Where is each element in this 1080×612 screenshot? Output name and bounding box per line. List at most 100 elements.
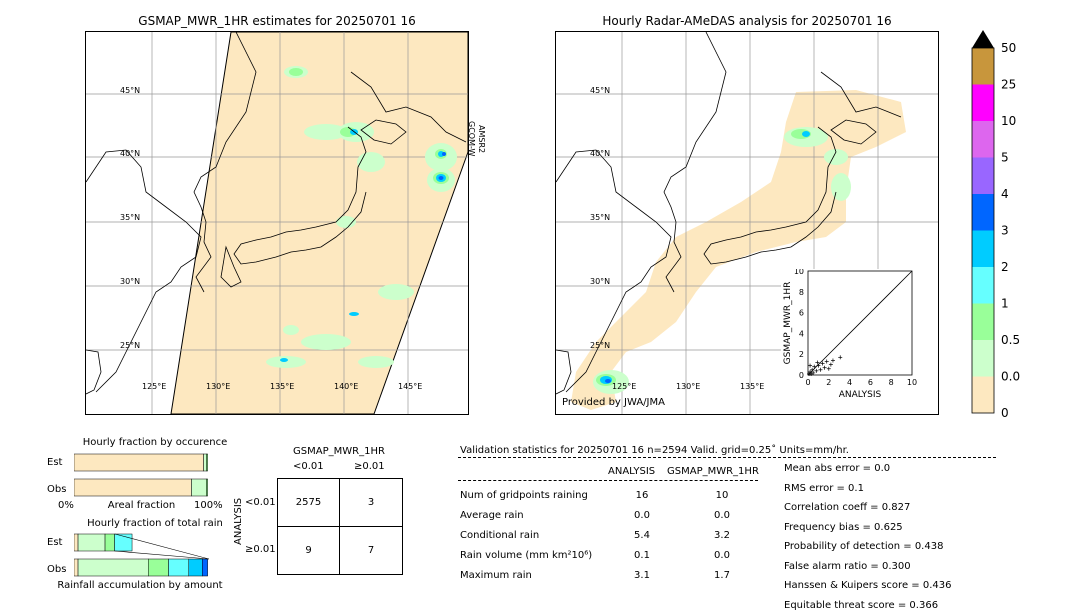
scatter-point xyxy=(812,364,817,369)
scatter-point xyxy=(828,362,833,367)
bar-segment xyxy=(77,558,149,577)
validation-row-gsmap: 0.0 xyxy=(714,550,730,561)
provider-credit: Provided by JWA/JMA xyxy=(562,397,665,408)
left-lon-125: 125°E xyxy=(142,382,167,391)
validation-row-label: Maximum rain xyxy=(460,570,532,581)
bar-segment xyxy=(74,558,79,577)
colorbar-segment xyxy=(972,376,994,413)
colorbar-segment xyxy=(972,84,994,121)
validation-score: Frequency bias = 0.625 xyxy=(784,521,903,533)
bar-segment xyxy=(77,533,106,552)
bar-segment xyxy=(202,558,208,577)
scatter-point xyxy=(808,369,813,374)
scatter-xtick: 6 xyxy=(868,378,873,387)
colorbar-label: 10 xyxy=(1001,114,1016,128)
colorbar-label: 5 xyxy=(1001,151,1009,165)
left-map-canvas xyxy=(86,32,468,414)
colorbar: 50 25 10 5 4 3 2 1 0.5 0.01 0 xyxy=(960,28,1020,418)
scatter-xtick: 8 xyxy=(889,378,894,387)
left-lat-30: 30°N xyxy=(120,277,141,286)
scatter-plot: 00 2 2 4 4 6 6 8 8 10 10 ANALYSIS GSMAP_MWR_1HR xyxy=(783,269,917,400)
scatter-ylabel: GSMAP_MWR_1HR xyxy=(783,282,793,365)
colorbar-segment xyxy=(972,157,994,194)
validation-score: Mean abs error = 0.0 xyxy=(784,463,891,474)
right-lat-45: 45°N xyxy=(590,86,611,95)
validation-score: False alarm ratio = 0.300 xyxy=(784,560,911,572)
rainfall-title: Hourly fraction of total rain xyxy=(87,518,223,529)
colorbar-label: 0.5 xyxy=(1001,333,1020,347)
left-coastlines xyxy=(86,32,467,395)
left-lon-130: 130°E xyxy=(206,382,231,391)
colorbar-segment xyxy=(972,194,994,231)
validation-row-label: Rain volume (mm km²10⁶) xyxy=(460,550,593,561)
scatter-point xyxy=(838,355,843,360)
validation-row-gsmap: 1.7 xyxy=(714,570,730,581)
bar-segment xyxy=(191,478,207,497)
bar-segment xyxy=(148,558,169,577)
colorbar-label: 1 xyxy=(1001,297,1009,311)
left-lat-25: 25°N xyxy=(120,341,141,350)
bar-segment xyxy=(74,453,204,472)
left-lon-140: 140°E xyxy=(334,382,359,391)
colorbar-canvas: 50 25 10 5 4 3 2 1 0.5 0.01 0 xyxy=(971,30,1020,418)
left-rain-intense xyxy=(438,152,446,180)
validation-row-gsmap: 3.2 xyxy=(714,530,730,541)
scatter-point xyxy=(808,363,813,368)
right-lat-40: 40°N xyxy=(590,149,611,158)
scatter-point xyxy=(814,368,819,373)
right-lat-30: 30°N xyxy=(590,277,611,286)
scatter-point xyxy=(810,367,815,372)
scatter-point xyxy=(818,367,823,372)
validation-row-gsmap: 10 xyxy=(715,490,729,501)
left-map-title: GSMAP_MWR_1HR estimates for 20250701 16 xyxy=(138,14,416,28)
bar-segment xyxy=(168,558,189,577)
validation-score: Correlation coeff = 0.827 xyxy=(784,502,911,513)
right-coastlines xyxy=(556,32,902,395)
validation-score: RMS error = 0.1 xyxy=(784,482,864,494)
occurrence-tick-100: 100% xyxy=(194,500,223,511)
right-map-title: Hourly Radar-AMeDAS analysis for 2025070… xyxy=(602,14,892,28)
colorbar-label: 25 xyxy=(1001,78,1016,92)
occurrence-tick-0: 0% xyxy=(58,500,74,511)
scatter-ytick: 2 xyxy=(799,350,804,359)
scatter-point xyxy=(820,361,825,366)
occurrence-canvas xyxy=(74,453,208,497)
left-lon-135: 135°E xyxy=(270,382,295,391)
scatter-xlabel: ANALYSIS xyxy=(839,390,882,400)
contingency-title: GSMAP_MWR_1HR xyxy=(293,446,385,457)
col-analysis: ANALYSIS xyxy=(608,466,656,477)
bar-segment xyxy=(74,478,192,497)
scatter-ytick: 6 xyxy=(799,309,804,318)
colorbar-frame xyxy=(971,47,995,414)
scatter-ytick: 4 xyxy=(799,329,804,338)
scatter-ytick: 0 xyxy=(799,371,804,380)
right-rain-intense xyxy=(605,379,611,383)
satellite-swath xyxy=(170,32,468,414)
scatter-xtick: 4 xyxy=(847,378,852,387)
scatter-point xyxy=(826,366,831,371)
colorbar-label: 3 xyxy=(1001,224,1009,238)
scatter-xtick: 0 xyxy=(805,378,810,387)
colorbar-label: 4 xyxy=(1001,187,1009,201)
left-map: 45°N 40°N 35°N 30°N 25°N 125°E 130°E 135… xyxy=(85,31,469,415)
scatter-point xyxy=(815,360,820,365)
contingency-cell: 7 xyxy=(367,545,375,556)
occurrence-est-label: Est xyxy=(47,457,63,468)
scatter-xtick: 2 xyxy=(826,378,831,387)
left-lat-35: 35°N xyxy=(120,213,141,222)
rainfall-connector xyxy=(114,550,209,560)
scatter-ytick: 8 xyxy=(799,288,804,297)
left-lat-40: 40°N xyxy=(120,149,141,158)
colorbar-segment xyxy=(972,230,994,267)
validation-row-label: Conditional rain xyxy=(460,530,540,541)
validation-row-analysis: 5.4 xyxy=(634,530,650,541)
right-map: 45°N 40°N 35°N 30°N 25°N 125°E 130°E 135… xyxy=(555,31,939,415)
contingency-cell: 3 xyxy=(367,497,375,508)
scatter-point xyxy=(822,365,827,370)
rainfall-chart xyxy=(74,532,209,580)
right-lon-125: 125°E xyxy=(612,382,637,391)
validation-divider xyxy=(458,457,996,458)
validation-row-gsmap: 0.0 xyxy=(714,510,730,521)
bar-segment xyxy=(114,533,133,552)
colorbar-segment xyxy=(972,121,994,158)
